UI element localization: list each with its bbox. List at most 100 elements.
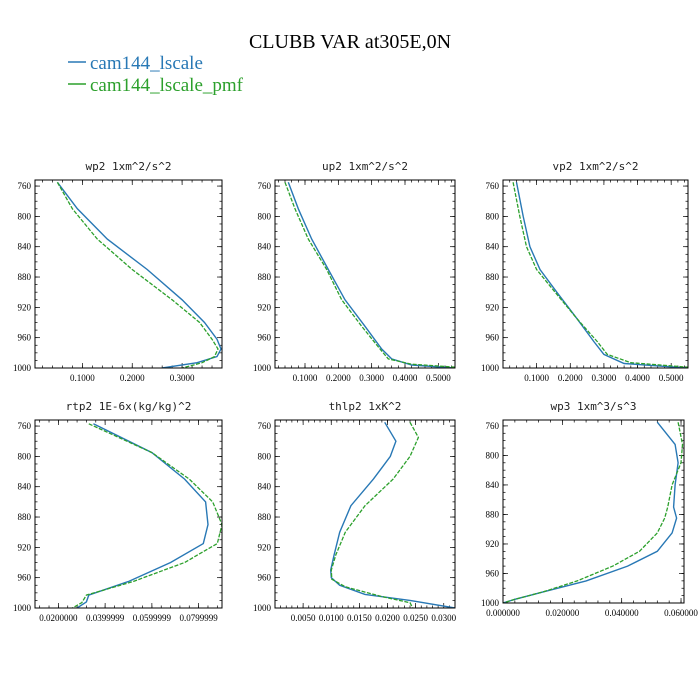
x-tick-label: 0.1000 xyxy=(293,373,318,383)
plot-frame xyxy=(502,179,689,369)
x-tick-label: 0.2000 xyxy=(120,373,145,383)
x-tick-label: 0.0150 xyxy=(347,613,372,623)
x-tick-label: 0.0399999 xyxy=(86,613,125,623)
y-tick-label: 840 xyxy=(18,242,32,252)
x-tick-label: 0.0799999 xyxy=(180,613,219,623)
y-tick-label: 880 xyxy=(18,272,32,282)
y-tick-label: 1000 xyxy=(13,363,32,373)
y-tick-label: 920 xyxy=(18,542,32,552)
panel-title: up2 1xm^2/s^2 xyxy=(322,160,408,173)
panel-title: vp2 1xm^2/s^2 xyxy=(552,160,638,173)
x-tick-label: 0.0200000 xyxy=(39,613,78,623)
y-tick-label: 960 xyxy=(18,573,32,583)
panel-5: wp3 1xm^3/s^3 760 800 840 880 920 960 10000.000… xyxy=(481,400,698,618)
panel-title: rtp2 1E-6x(kg/kg)^2 xyxy=(66,400,192,413)
y-tick-label: 920 xyxy=(486,539,500,549)
y-tick-label: 760 xyxy=(258,421,272,431)
y-tick-label: 760 xyxy=(18,421,32,431)
x-tick-label: 0.060000 xyxy=(664,608,698,618)
x-tick-label: 0.1000 xyxy=(70,373,95,383)
y-tick-label: 920 xyxy=(258,302,272,312)
panel-title: thlp2 1xK^2 xyxy=(329,400,402,413)
plot-frame xyxy=(502,419,685,604)
x-tick-label: 0.1000 xyxy=(524,373,549,383)
panel-title: wp2 1xm^2/s^2 xyxy=(85,160,171,173)
y-tick-label: 920 xyxy=(18,302,32,312)
y-tick-label: 880 xyxy=(486,272,500,282)
x-tick-label: 0.0300 xyxy=(431,613,456,623)
y-tick-label: 1000 xyxy=(13,603,32,613)
y-tick-label: 1000 xyxy=(481,598,500,608)
y-tick-label: 960 xyxy=(18,333,32,343)
plot-frame xyxy=(274,419,456,609)
y-tick-label: 760 xyxy=(258,181,272,191)
series-line-0 xyxy=(515,182,688,368)
y-tick-label: 840 xyxy=(18,482,32,492)
y-tick-label: 760 xyxy=(18,181,32,191)
y-tick-label: 880 xyxy=(258,512,272,522)
series-line-1 xyxy=(72,423,222,608)
y-tick-label: 840 xyxy=(486,242,500,252)
y-tick-label: 920 xyxy=(486,302,500,312)
legend-label-1: cam144_lscale_pmf xyxy=(90,75,244,96)
y-tick-label: 960 xyxy=(486,333,500,343)
x-tick-label: 0.3000 xyxy=(170,373,195,383)
y-tick-label: 800 xyxy=(486,211,500,221)
plot-frame xyxy=(34,179,223,369)
legend: cam144_lscale cam144_lscale_pmf xyxy=(68,53,244,96)
series-line-1 xyxy=(330,421,420,608)
panel-3: rtp2 1E-6x(kg/kg)^2 760 800 840 880 920 960 100… xyxy=(13,400,223,623)
panel-title: wp3 1xm^3/s^3 xyxy=(550,400,636,413)
series-line-0 xyxy=(503,421,679,603)
x-tick-label: 0.020000 xyxy=(545,608,579,618)
x-tick-label: 0.2000 xyxy=(326,373,351,383)
panel-1: up2 1xm^2/s^2 760 800 840 880 920 960 1000 0.100… xyxy=(253,160,456,383)
x-tick-label: 0.0250 xyxy=(403,613,428,623)
series-line-0 xyxy=(287,182,455,368)
series-line-1 xyxy=(512,182,688,368)
legend-label-0: cam144_lscale xyxy=(90,53,203,74)
y-tick-label: 760 xyxy=(486,421,500,431)
x-tick-label: 0.4000 xyxy=(393,373,418,383)
y-tick-label: 880 xyxy=(18,512,32,522)
series-line-0 xyxy=(76,423,209,608)
y-tick-label: 960 xyxy=(486,568,500,578)
series-line-1 xyxy=(56,181,219,368)
x-tick-label: 0.0599999 xyxy=(133,613,172,623)
plot-frame xyxy=(34,419,223,609)
y-tick-label: 880 xyxy=(258,272,272,282)
panel-2: vp2 1xm^2/s^2 760 800 840 880 920 960 1000 0.100… xyxy=(481,160,689,383)
y-tick-label: 800 xyxy=(18,211,32,221)
x-tick-label: 0.0050 xyxy=(291,613,316,623)
y-tick-label: 880 xyxy=(486,509,500,519)
y-tick-label: 920 xyxy=(258,542,272,552)
y-tick-label: 1000 xyxy=(481,363,500,373)
y-tick-label: 840 xyxy=(258,482,272,492)
y-tick-label: 960 xyxy=(258,573,272,583)
x-tick-label: 0.040000 xyxy=(605,608,639,618)
y-tick-label: 1000 xyxy=(253,363,272,373)
x-tick-label: 0.4000 xyxy=(625,373,650,383)
x-tick-label: 0.2000 xyxy=(558,373,583,383)
x-tick-label: 0.000000 xyxy=(486,608,520,618)
series-line-0 xyxy=(329,421,455,608)
x-tick-label: 0.0200 xyxy=(375,613,400,623)
x-tick-label: 0.3000 xyxy=(359,373,384,383)
y-tick-label: 760 xyxy=(486,181,500,191)
y-tick-label: 840 xyxy=(258,242,272,252)
series-line-1 xyxy=(284,182,455,368)
x-tick-label: 0.5000 xyxy=(426,373,451,383)
panel-0: wp2 1xm^2/s^2 760 800 840 880 920 960 1000 0.100… xyxy=(13,160,223,383)
y-tick-label: 1000 xyxy=(253,603,272,613)
x-tick-label: 0.5000 xyxy=(659,373,684,383)
figure-title: CLUBB VAR at305E,0N xyxy=(249,31,451,53)
x-tick-label: 0.0100 xyxy=(319,613,344,623)
y-tick-label: 800 xyxy=(258,211,272,221)
y-tick-label: 960 xyxy=(258,333,272,343)
y-tick-label: 800 xyxy=(18,451,32,461)
panels: wp2 1xm^2/s^2 760 800 840 880 920 960 1000 0.100… xyxy=(13,160,698,623)
y-tick-label: 800 xyxy=(486,450,500,460)
y-tick-label: 840 xyxy=(486,480,500,490)
